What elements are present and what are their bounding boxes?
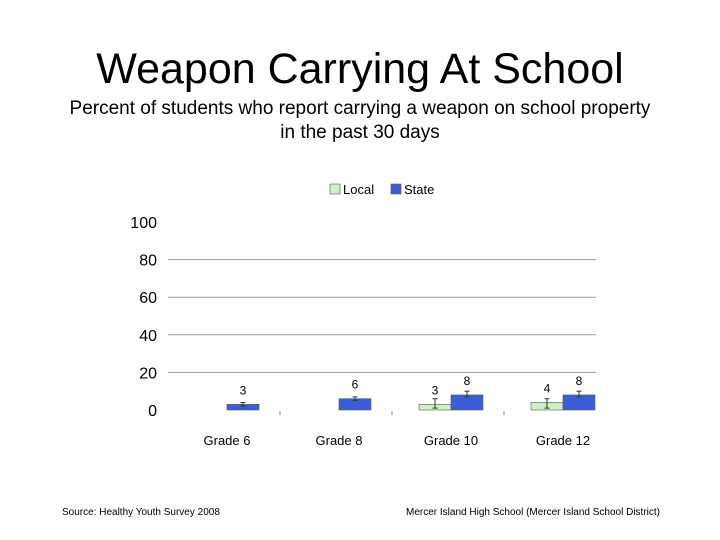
data-label-state: 6 bbox=[352, 378, 359, 392]
data-label-state: 8 bbox=[464, 374, 471, 388]
y-tick-label-100: 100 bbox=[130, 215, 157, 232]
chart-subtitle: Percent of students who report carrying … bbox=[69, 98, 651, 143]
school-note: Mercer Island High School (Mercer Island… bbox=[406, 507, 660, 518]
x-tick-label-grade-6: Grade 6 bbox=[204, 433, 251, 448]
data-label-state: 3 bbox=[240, 383, 247, 397]
x-tick-label-grade-8: Grade 8 bbox=[316, 433, 363, 448]
page-title: Weapon Carrying At School bbox=[96, 45, 624, 93]
x-tick-label-grade-10: Grade 10 bbox=[424, 433, 478, 448]
data-label-state: 8 bbox=[576, 374, 583, 388]
y-tick-label-60: 60 bbox=[139, 290, 157, 307]
legend-swatch-local bbox=[329, 183, 341, 195]
y-tick-label-40: 40 bbox=[139, 328, 157, 345]
y-tick-label-20: 20 bbox=[139, 365, 157, 382]
legend-label-state: State bbox=[404, 182, 434, 197]
data-label-local: 3 bbox=[432, 383, 439, 397]
x-tick-label-grade-12: Grade 12 bbox=[536, 433, 590, 448]
data-label-local: 4 bbox=[544, 381, 551, 395]
y-tick-label-80: 80 bbox=[139, 253, 157, 270]
source-note: Source: Healthy Youth Survey 2008 bbox=[62, 507, 220, 518]
legend-swatch-state bbox=[390, 183, 402, 195]
legend-label-local: Local bbox=[343, 182, 374, 197]
y-tick-label-0: 0 bbox=[148, 403, 157, 420]
